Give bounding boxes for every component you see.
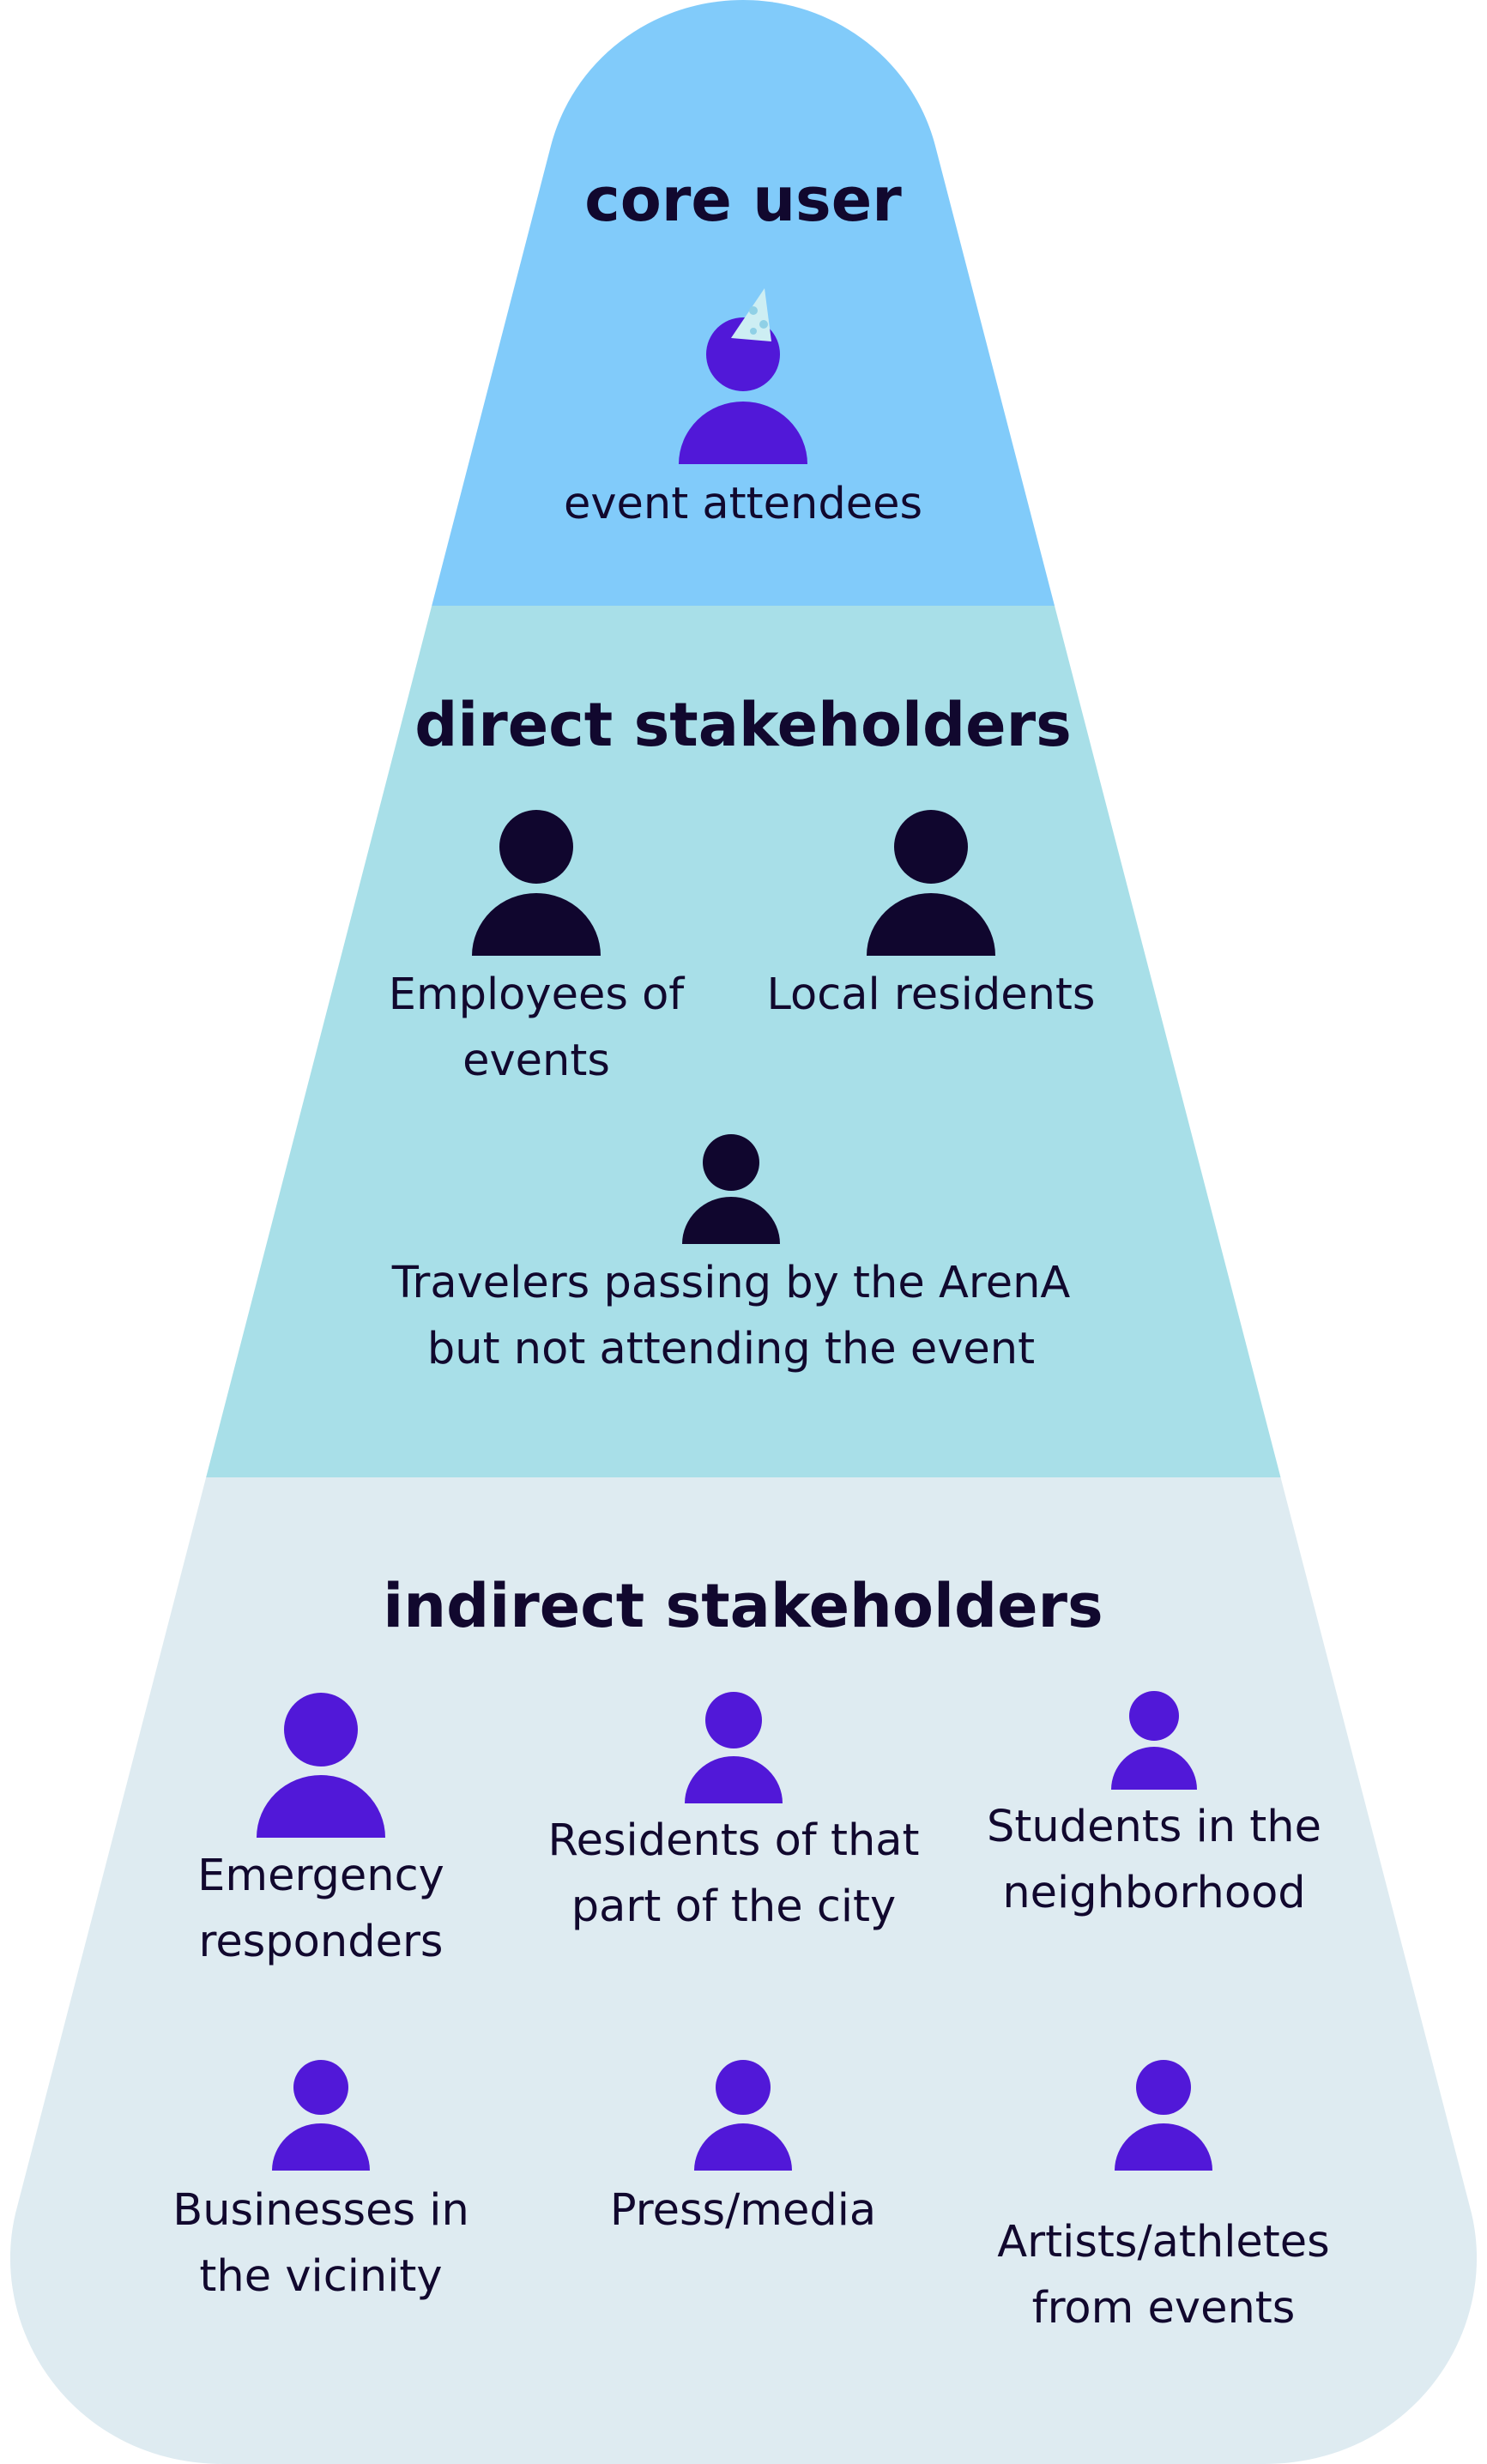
person-label: Travelers passing by the ArenA but not a… — [391, 1258, 1071, 1374]
person-icon — [867, 810, 995, 956]
person-icon — [472, 810, 601, 956]
person-label: Local residents — [766, 969, 1096, 1020]
person-icon — [1111, 1691, 1197, 1790]
person-label: Emergency responders — [197, 1851, 444, 1967]
person-label: Press/media — [609, 2185, 877, 2236]
core-user-heading: core user — [584, 165, 902, 235]
person-icon — [1115, 2060, 1212, 2171]
indirect-stakeholders-heading: indirect stakeholders — [383, 1571, 1103, 1641]
person-icon — [272, 2060, 370, 2171]
person-icon — [257, 1693, 385, 1838]
indirect-stakeholders-band — [9, 1477, 1478, 2464]
person-label: Residents of that part of the city — [547, 1815, 920, 1932]
person-icon — [682, 1134, 780, 1244]
person-icon — [685, 1692, 783, 1803]
person-label: event attendees — [563, 479, 923, 529]
person-label: Businesses in the vicinity — [172, 2185, 469, 2302]
direct-stakeholders-heading: direct stakeholders — [414, 690, 1072, 760]
person-icon — [694, 2060, 792, 2171]
person-label: Employees of events — [388, 969, 685, 1086]
person-party-hat-icon — [679, 288, 807, 464]
person-label: Students in the neighborhood — [987, 1802, 1321, 1918]
person-label: Artists/athletes from events — [997, 2217, 1330, 2334]
